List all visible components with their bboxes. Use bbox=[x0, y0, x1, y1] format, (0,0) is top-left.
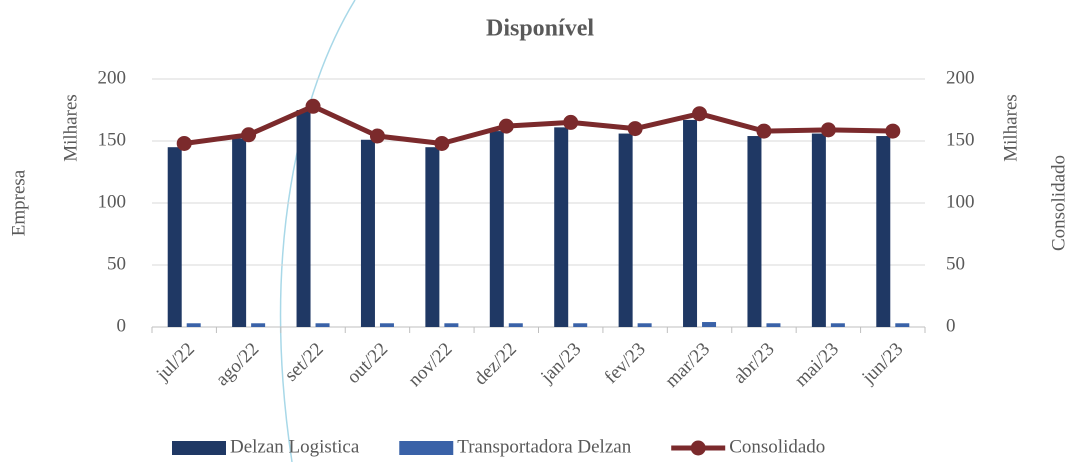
bar bbox=[554, 127, 569, 327]
bar bbox=[811, 133, 826, 327]
y2-unit-label: Milhares bbox=[1000, 94, 1021, 162]
x-tick-label: jul/22 bbox=[152, 339, 199, 386]
x-tick-label: mar/23 bbox=[661, 339, 714, 392]
bar bbox=[232, 138, 247, 327]
y-tick-label: 200 bbox=[98, 67, 127, 88]
y-tick-label: 50 bbox=[107, 253, 126, 274]
legend-label: Transportadora Delzan bbox=[457, 436, 631, 457]
x-tick-label: nov/22 bbox=[404, 339, 456, 391]
y2-tick-label: 150 bbox=[946, 129, 975, 150]
legend-swatch bbox=[690, 440, 706, 456]
bar bbox=[379, 323, 394, 327]
y2-tick-label: 0 bbox=[946, 315, 956, 336]
line-marker bbox=[627, 121, 643, 137]
line-marker bbox=[692, 106, 708, 122]
y2-tick-label: 100 bbox=[946, 191, 975, 212]
legend-swatch bbox=[172, 441, 226, 455]
line-marker bbox=[756, 123, 772, 139]
bar bbox=[444, 323, 459, 327]
line-marker bbox=[820, 122, 836, 138]
y2-tick-label: 50 bbox=[946, 253, 965, 274]
x-tick-label: jun/23 bbox=[858, 339, 908, 389]
decor-curve bbox=[279, 0, 356, 462]
bar bbox=[830, 323, 845, 327]
bar bbox=[360, 139, 375, 327]
bar bbox=[167, 147, 182, 327]
bar bbox=[618, 133, 633, 327]
x-tick-label: dez/22 bbox=[470, 339, 521, 390]
line-marker bbox=[498, 118, 514, 134]
bar bbox=[186, 323, 201, 327]
y-tick-label: 100 bbox=[98, 191, 127, 212]
x-tick-label: fev/23 bbox=[601, 339, 650, 388]
bar bbox=[637, 323, 652, 327]
legend-label: Delzan Logistica bbox=[230, 436, 360, 457]
bar bbox=[702, 322, 717, 327]
bar bbox=[573, 323, 588, 327]
bar bbox=[876, 136, 891, 327]
line bbox=[183, 103, 893, 146]
bar bbox=[315, 323, 330, 327]
y-tick-label: 0 bbox=[117, 315, 127, 336]
x-tick-label: abr/23 bbox=[729, 339, 778, 388]
y-unit-label: Milhares bbox=[60, 94, 81, 162]
x-tick-label: mai/23 bbox=[791, 339, 843, 391]
line-marker bbox=[369, 128, 385, 144]
y-axis-label: Empresa bbox=[8, 169, 29, 236]
line-marker bbox=[885, 123, 901, 139]
line-marker bbox=[434, 135, 450, 151]
y2-tick-label: 200 bbox=[946, 67, 975, 88]
x-tick-label: set/22 bbox=[281, 339, 328, 386]
y2-axis-label: Consolidado bbox=[1048, 155, 1069, 251]
bar bbox=[766, 323, 781, 327]
bar bbox=[296, 110, 311, 327]
bar bbox=[508, 323, 523, 327]
line-marker bbox=[176, 135, 192, 151]
x-tick-label: ago/22 bbox=[212, 339, 263, 390]
x-tick-label: jan/23 bbox=[536, 339, 585, 388]
y-tick-label: 150 bbox=[98, 129, 127, 150]
bar bbox=[895, 323, 910, 327]
legend-label: Consolidado bbox=[729, 436, 825, 457]
x-tick-label: out/22 bbox=[343, 339, 392, 388]
bar bbox=[683, 119, 698, 327]
line-marker bbox=[305, 98, 321, 114]
chart-title: Disponível bbox=[486, 16, 594, 42]
legend-swatch bbox=[399, 441, 454, 455]
line-marker bbox=[241, 127, 257, 143]
bar bbox=[425, 147, 440, 327]
bar bbox=[747, 136, 762, 327]
bar bbox=[251, 323, 266, 327]
bar bbox=[489, 131, 504, 327]
line-marker bbox=[563, 114, 579, 130]
